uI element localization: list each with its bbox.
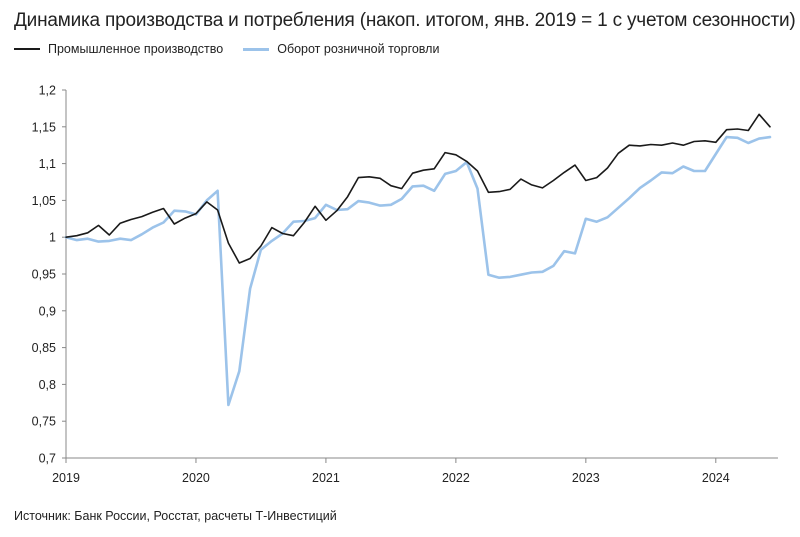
legend: Промышленное производство Оборот розничн… [14, 42, 439, 56]
y-tick-label: 0,8 [39, 378, 56, 392]
y-tick-label: 0,75 [32, 415, 56, 429]
x-tick-label: 2024 [702, 471, 730, 485]
legend-item-industrial-production: Промышленное производство [14, 42, 223, 56]
y-tick-label: 0,9 [39, 304, 56, 318]
legend-swatch-retail-turnover [243, 47, 270, 51]
x-tick-label: 2021 [312, 471, 340, 485]
legend-label-retail-turnover: Оборот розничной торговли [277, 42, 440, 56]
y-tick-label: 0,85 [32, 341, 56, 355]
legend-label-industrial-production: Промышленное производство [48, 42, 224, 56]
x-tick-label: 2022 [442, 471, 470, 485]
x-tick-label: 2023 [572, 471, 600, 485]
legend-item-retail-turnover: Оборот розничной торговли [243, 42, 439, 56]
y-tick-label: 0,7 [39, 452, 56, 466]
y-tick-label: 1,05 [32, 194, 56, 208]
series-line-industrial-production [65, 113, 771, 264]
legend-swatch-industrial-production [14, 48, 40, 50]
x-tick-label: 2020 [182, 471, 210, 485]
y-tick-label: 1 [49, 231, 56, 245]
source-note: Источник: Банк России, Росстат, расчеты … [14, 509, 337, 523]
chart-title: Динамика производства и потребления (нак… [14, 10, 796, 31]
x-tick-label: 2019 [52, 471, 80, 485]
series-line-retail-turnover [64, 135, 772, 407]
y-tick-label: 1,15 [32, 120, 56, 134]
y-tick-label: 1,2 [39, 84, 56, 98]
y-tick-label: 1,1 [39, 157, 56, 171]
y-tick-label: 0,95 [32, 268, 56, 282]
